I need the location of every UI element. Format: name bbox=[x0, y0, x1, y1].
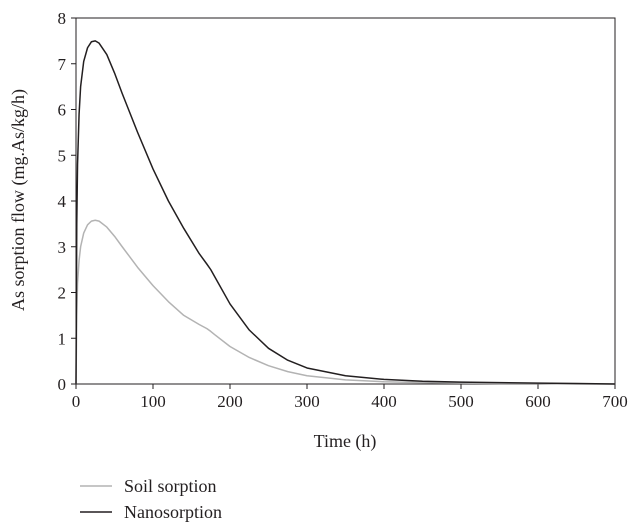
legend-item-nanosorption: Nanosorption bbox=[80, 502, 222, 522]
legend-label-nanosorption: Nanosorption bbox=[124, 502, 222, 522]
y-axis-label: As sorption flow (mg.As/kg/h) bbox=[8, 89, 29, 311]
series-line-nanosorption bbox=[75, 40, 616, 385]
y-tick-label: 6 bbox=[58, 101, 67, 120]
x-tick-label: 700 bbox=[602, 392, 628, 411]
legend-item-soil-sorption: Soil sorption bbox=[80, 476, 217, 496]
x-axis-label: Time (h) bbox=[314, 431, 377, 452]
x-tick-label: 200 bbox=[217, 392, 243, 411]
series-layer bbox=[75, 40, 616, 385]
x-tick-label: 500 bbox=[448, 392, 474, 411]
y-axis-ticks: 0 1 2 3 4 5 6 7 8 bbox=[58, 9, 76, 394]
y-tick-label: 7 bbox=[58, 55, 67, 74]
x-tick-label: 400 bbox=[371, 392, 397, 411]
x-tick-label: 300 bbox=[294, 392, 320, 411]
legend-label-soil-sorption: Soil sorption bbox=[124, 476, 217, 496]
y-tick-label: 4 bbox=[58, 192, 67, 211]
y-tick-label: 5 bbox=[58, 146, 67, 165]
y-tick-label: 0 bbox=[58, 375, 67, 394]
plot-frame bbox=[75, 17, 616, 385]
y-tick-label: 1 bbox=[58, 329, 67, 348]
series-line-soil-sorption bbox=[75, 219, 615, 385]
x-tick-label: 600 bbox=[525, 392, 551, 411]
x-tick-label: 0 bbox=[72, 392, 81, 411]
x-axis-ticks: 0 100 200 300 400 500 600 700 bbox=[72, 384, 628, 411]
x-tick-label: 100 bbox=[140, 392, 166, 411]
y-tick-label: 2 bbox=[58, 284, 67, 303]
plot-area bbox=[75, 17, 616, 385]
legend: Soil sorption Nanosorption bbox=[80, 476, 222, 522]
y-tick-label: 3 bbox=[58, 238, 67, 257]
y-tick-label: 8 bbox=[58, 9, 67, 28]
